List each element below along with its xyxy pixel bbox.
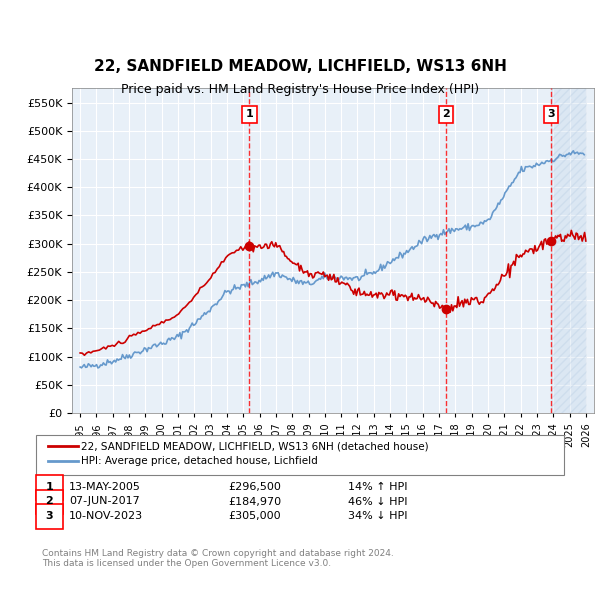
Text: 22, SANDFIELD MEADOW, LICHFIELD, WS13 6NH: 22, SANDFIELD MEADOW, LICHFIELD, WS13 6N… (94, 59, 506, 74)
Text: 13-MAY-2005: 13-MAY-2005 (69, 482, 141, 491)
Text: 34% ↓ HPI: 34% ↓ HPI (348, 512, 407, 521)
Text: Contains HM Land Registry data © Crown copyright and database right 2024.: Contains HM Land Registry data © Crown c… (42, 549, 394, 558)
Text: 10-NOV-2023: 10-NOV-2023 (69, 512, 143, 521)
Text: 46% ↓ HPI: 46% ↓ HPI (348, 497, 407, 506)
Text: HPI: Average price, detached house, Lichfield: HPI: Average price, detached house, Lich… (81, 457, 318, 466)
Text: 2: 2 (46, 497, 53, 506)
Text: Price paid vs. HM Land Registry's House Price Index (HPI): Price paid vs. HM Land Registry's House … (121, 83, 479, 96)
Text: 3: 3 (46, 512, 53, 521)
Text: 1: 1 (245, 110, 253, 119)
Text: £305,000: £305,000 (228, 512, 281, 521)
Text: £184,970: £184,970 (228, 497, 281, 506)
Text: 07-JUN-2017: 07-JUN-2017 (69, 497, 140, 506)
Text: 14% ↑ HPI: 14% ↑ HPI (348, 482, 407, 491)
Text: 2: 2 (442, 110, 450, 119)
Text: 3: 3 (547, 110, 554, 119)
Text: 22, SANDFIELD MEADOW, LICHFIELD, WS13 6NH (detached house): 22, SANDFIELD MEADOW, LICHFIELD, WS13 6N… (81, 441, 428, 451)
Text: This data is licensed under the Open Government Licence v3.0.: This data is licensed under the Open Gov… (42, 559, 331, 568)
Text: £296,500: £296,500 (228, 482, 281, 491)
Text: 1: 1 (46, 482, 53, 491)
